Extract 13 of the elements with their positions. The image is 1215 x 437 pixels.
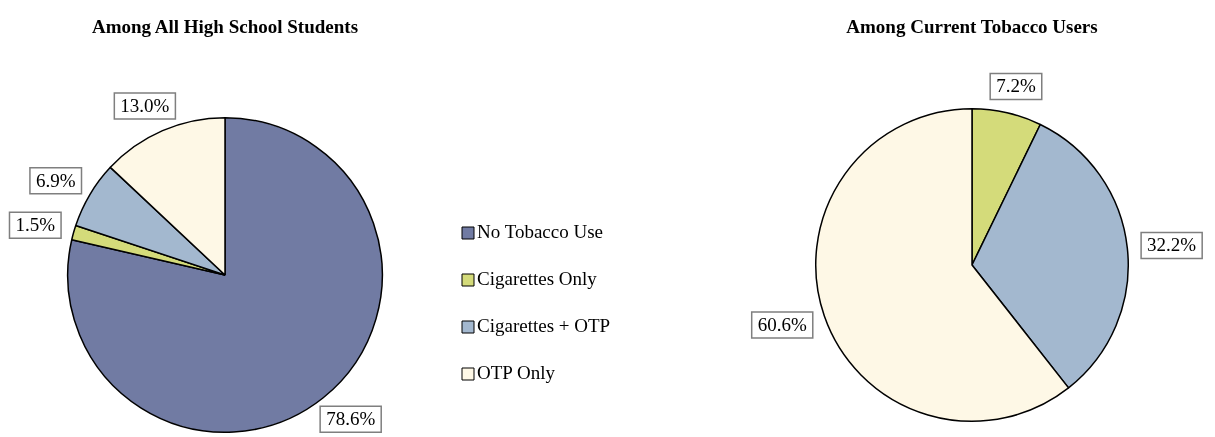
legend-label: Cigarettes + OTP — [477, 314, 611, 336]
data-label: 32.2% — [1147, 234, 1197, 256]
legend-label: Cigarettes Only — [477, 267, 598, 289]
legend-label: OTP Only — [477, 361, 556, 383]
legend-label: No Tobacco Use — [477, 220, 604, 242]
data-label: 1.5% — [15, 214, 56, 236]
data-label: 6.9% — [35, 169, 76, 191]
data-label: 7.2% — [996, 75, 1036, 97]
data-label: 13.0% — [120, 94, 170, 116]
chart-title: Among All High School Students — [91, 15, 359, 37]
data-label: 78.6% — [326, 408, 376, 430]
data-label: 60.6% — [757, 313, 807, 335]
chart-title: Among Current Tobacco Users — [846, 15, 1098, 37]
